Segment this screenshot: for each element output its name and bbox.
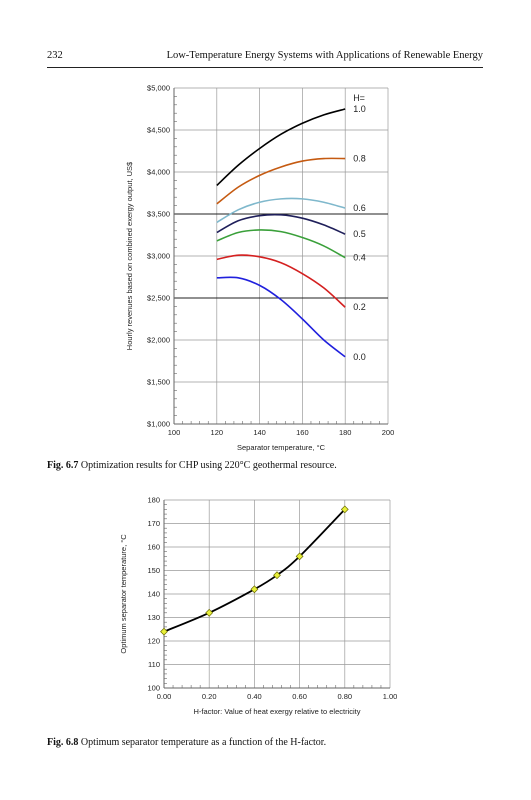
series-line [216,229,346,259]
data-point-marker [273,571,281,580]
series-line [163,508,346,633]
y-tick-label: 120 [147,637,160,646]
page-header: 232 Low-Temperature Energy Systems with … [47,50,483,64]
x-tick-label: 0.00 [157,692,172,701]
series-label: 0.5 [353,229,366,239]
y-tick-label: $1,000 [147,420,170,429]
y-tick-label: $2,000 [147,336,170,345]
y-tick-label: 170 [147,519,160,528]
x-tick-label: 160 [296,428,309,437]
caption-label: Fig. 6.7 [47,460,79,471]
series-label: 0.2 [353,302,366,312]
y-tick-label: $3,000 [147,252,170,261]
x-tick-label: 140 [253,428,266,437]
x-tick-label: 200 [382,428,395,437]
y-tick-label: 110 [148,660,160,669]
series-line [216,276,346,358]
y-tick-label: 180 [147,496,160,505]
figure-6-8-chart: 0.00 0.20 0.40 0.60 0.80 1.00 100 110 120 130 140 1… [119,496,398,716]
figure-6-7-caption: Fig. 6.7 Optimization results for CHP us… [47,460,337,471]
y-tick-label: 100 [147,684,160,693]
series-label: 0.0 [353,352,366,362]
caption-text: Optimization results for CHP using 220°C… [80,460,337,471]
series-label: 0.6 [353,203,366,213]
series-line [216,213,346,235]
y-tick-label: 150 [147,566,160,575]
data-point-marker [160,627,168,636]
x-tick-label: 0.80 [337,692,352,701]
y-tick-label: $2,500 [147,294,170,303]
x-axis-title: H-factor: Value of heat exergy relative … [193,707,360,716]
series-label: 1.0 [353,104,366,114]
x-tick-label: 0.40 [247,692,262,701]
y-tick-label: $5,000 [147,84,170,93]
data-point-marker [340,505,349,514]
data-point-marker [250,585,259,594]
x-tick-label: 0.60 [292,692,307,701]
x-tick-label: 120 [211,428,224,437]
data-point-marker [205,608,214,617]
figure-6-7-chart: 100 120 140 160 180 200 $1,000 $1,500 $2,000 $2,5… [125,84,395,452]
x-tick-label: 0.20 [202,692,217,701]
y-tick-label: $4,000 [147,168,170,177]
series-line [216,197,346,224]
y-tick-label: $4,500 [147,126,170,135]
y-tick-label: $1,500 [147,378,170,387]
x-axis-title: Separator temperature, °C [237,443,326,452]
series-line [216,108,346,187]
y-tick-label: 140 [147,590,160,599]
y-tick-label: $3,500 [147,210,170,219]
y-axis-title: Hourly revenues based on combined exergy… [125,161,134,350]
x-tick-label: 100 [168,428,181,437]
header-rule [47,67,483,68]
y-tick-label: 160 [147,543,160,552]
y-axis-title: Optimum separator temperature, °C [119,534,128,654]
page-number: 232 [47,50,63,61]
caption-text: Optimum separator temperature as a funct… [80,737,327,748]
series-label: 0.8 [353,154,366,164]
series-label: 0.4 [353,253,366,263]
data-point-marker [295,552,304,561]
running-title: Low-Temperature Energy Systems with Appl… [166,50,483,61]
y-tick-label: 130 [147,613,160,622]
legend-header: H= [353,93,365,103]
series-line [216,157,346,205]
x-tick-label: 1.00 [383,692,398,701]
series-line [216,254,346,308]
x-tick-label: 180 [339,428,352,437]
figure-6-8-caption: Fig. 6.8 Optimum separator temperature a… [47,737,326,748]
caption-label: Fig. 6.8 [47,737,79,748]
